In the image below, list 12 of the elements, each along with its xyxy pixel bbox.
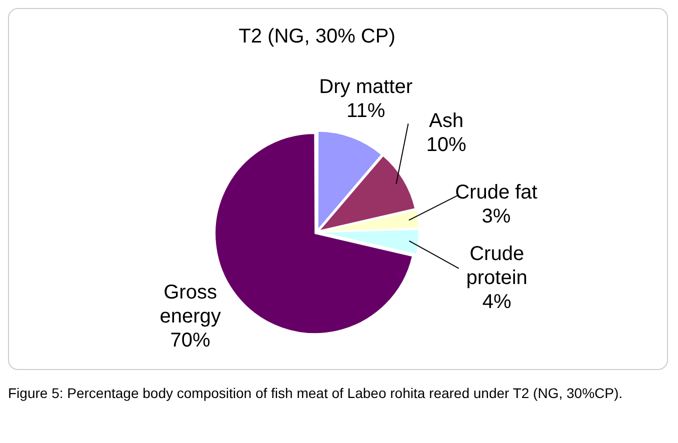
chart-title: T2 (NG, 30% CP): [238, 26, 396, 48]
data-label: 3%: [482, 206, 511, 228]
slice-label: Crude protein: [466, 242, 528, 289]
data-label: 11%: [346, 100, 386, 122]
data-label: 4%: [482, 290, 512, 313]
data-label: 10%: [426, 134, 466, 156]
slice-label: Ash: [429, 110, 464, 132]
slice-label: Crude fat: [455, 182, 538, 204]
caption: Figure 5: Percentage body composition of fish meat of Labeo rohita reared under T2 (NG, 30%CP).: [8, 384, 624, 402]
data-label: 70%: [170, 330, 211, 352]
slice-label: Gross energy: [160, 282, 221, 328]
slice-label: Dry matter: [319, 76, 413, 98]
